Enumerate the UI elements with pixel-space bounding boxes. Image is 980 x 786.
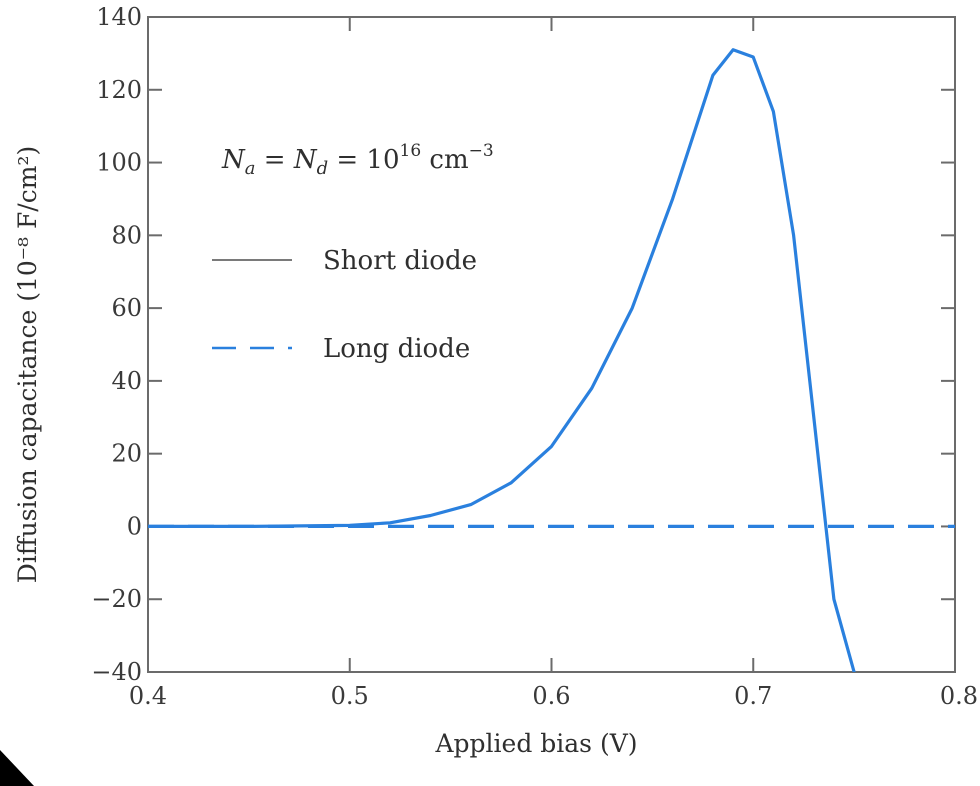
y-tick-label: 80 xyxy=(111,221,142,249)
y-tick-label: 120 xyxy=(96,76,142,104)
y-tick-label: −20 xyxy=(91,585,142,613)
x-tick-label: 0.8 xyxy=(940,682,978,710)
y-tick-label: 20 xyxy=(111,440,142,468)
annotation-na-sub: a xyxy=(245,158,256,179)
legend-label: Long diode xyxy=(323,334,470,364)
x-tick-label: 0.7 xyxy=(734,682,772,710)
legend: Short diode Long diode xyxy=(212,246,477,364)
corner-triangle-icon xyxy=(0,750,34,786)
annotation-unit-exp: −3 xyxy=(469,141,494,161)
annotation-eq1: = xyxy=(255,145,293,175)
annotation-na: N xyxy=(221,145,246,175)
plot-border xyxy=(147,16,956,673)
x-tick-label: 0.6 xyxy=(532,682,570,710)
y-tick-label: 60 xyxy=(111,294,142,322)
annotation-eq2: = 10 xyxy=(328,145,399,175)
tick-labels: 0.4 0.5 0.6 0.7 0.8 −40 −20 0 20 40 60 80 100 120 140 xyxy=(91,3,978,710)
y-tick-label: 0 xyxy=(127,512,142,540)
y-tick-label: 100 xyxy=(96,149,142,177)
short-diode-curve xyxy=(148,48,856,672)
x-axis-label: Applied bias (V) xyxy=(434,729,637,758)
legend-label: Short diode xyxy=(323,246,477,276)
x-tick-label: 0.4 xyxy=(129,682,167,710)
annotation-nd-sub: d xyxy=(317,158,329,179)
y-tick-label: −40 xyxy=(91,658,142,686)
y-tick-label: 140 xyxy=(96,3,142,31)
plot-frame xyxy=(147,16,956,673)
data-series xyxy=(148,48,955,672)
doping-annotation: Na = Nd = 1016 cm−3 xyxy=(221,141,494,179)
y-axis-label: Diffusion capacitance (10⁻⁸ F/cm²) xyxy=(13,146,42,583)
annotation-unit: cm xyxy=(421,145,468,175)
annotation-exp: 16 xyxy=(400,141,422,161)
axis-ticks xyxy=(147,16,956,673)
y-tick-label: 40 xyxy=(111,367,142,395)
x-tick-label: 0.5 xyxy=(331,682,369,710)
annotation-nd: N xyxy=(293,145,318,175)
